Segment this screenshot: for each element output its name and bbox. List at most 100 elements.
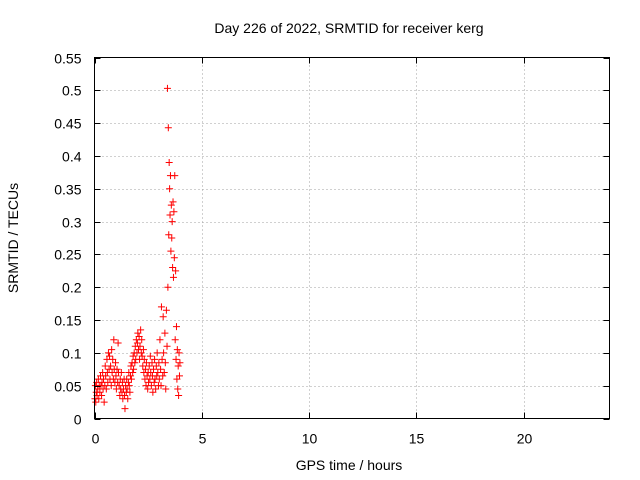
data-point [166, 211, 174, 219]
data-point [175, 349, 183, 357]
data-point [92, 398, 100, 406]
data-point [174, 362, 182, 370]
data-point [96, 388, 104, 396]
x-tick-label: 0 [92, 431, 100, 447]
data-point [167, 201, 175, 209]
data-point [112, 359, 120, 367]
data-point [155, 375, 163, 383]
data-point [173, 346, 181, 354]
data-point [130, 365, 138, 373]
y-tick-label: 0.45 [54, 116, 81, 132]
data-point [102, 385, 110, 393]
data-point [171, 172, 179, 180]
data-point [146, 352, 154, 360]
data-point [163, 84, 171, 92]
data-point [114, 339, 122, 347]
data-point [121, 405, 129, 413]
data-point [121, 392, 129, 400]
data-point [157, 382, 165, 390]
y-tick-label: 0.15 [54, 313, 81, 329]
data-point [158, 355, 166, 363]
data-point [161, 359, 169, 367]
data-point [170, 208, 178, 216]
data-point [163, 342, 171, 350]
data-point [162, 306, 170, 314]
y-tick-label: 0.4 [62, 149, 82, 165]
data-point [137, 326, 145, 334]
data-point [165, 231, 173, 239]
data-point [175, 372, 183, 380]
data-point [169, 264, 177, 272]
data-point [113, 365, 121, 373]
y-tick-label: 0.05 [54, 379, 81, 395]
data-point [169, 198, 177, 206]
data-point [164, 124, 172, 132]
x-tick-label: 10 [302, 431, 318, 447]
data-point [124, 395, 132, 403]
y-tick-label: 0.25 [54, 247, 81, 263]
data-point [168, 234, 176, 242]
data-point [127, 375, 135, 383]
data-point [115, 382, 123, 390]
y-tick-label: 0.55 [54, 51, 81, 67]
data-point [117, 369, 125, 377]
data-point [100, 398, 108, 406]
data-point [151, 355, 159, 363]
data-point [106, 352, 114, 360]
data-point [104, 349, 112, 357]
y-tick-label: 0.1 [62, 346, 82, 362]
data-point [176, 359, 184, 367]
data-point [110, 336, 118, 344]
data-point [167, 247, 175, 255]
data-point [157, 365, 165, 373]
data-point [107, 362, 115, 370]
data-point [166, 185, 174, 193]
data-point [153, 349, 161, 357]
y-tick-label: 0.2 [62, 280, 82, 296]
data-point [98, 392, 106, 400]
y-axis-label: SRMTID / TECUs [5, 183, 21, 293]
y-tick-label: 0.35 [54, 182, 81, 198]
data-point [165, 159, 173, 167]
data-point [169, 273, 177, 281]
data-point [126, 388, 134, 396]
data-point [157, 303, 165, 311]
data-point [172, 323, 180, 331]
x-tick-label: 20 [517, 431, 533, 447]
y-tick-label: 0 [74, 412, 82, 428]
x-axis-label: GPS time / hours [296, 457, 403, 473]
data-point [162, 385, 170, 393]
grid-layer [94, 57, 610, 419]
data-point [101, 382, 109, 390]
data-point [102, 372, 110, 380]
data-point [108, 346, 116, 354]
data-point [172, 267, 180, 275]
data-point [175, 392, 183, 400]
data-point [136, 342, 144, 350]
y-tick-label: 0.3 [62, 215, 82, 231]
data-point [129, 369, 137, 377]
data-point [144, 385, 152, 393]
ticks-layer: 0 0.05 0.1 0.15 0.2 0.25 0.3 0.35 0.4 0.45 0.5 0.55… [54, 51, 610, 447]
data-point [168, 218, 176, 226]
data-point [139, 346, 147, 354]
chart-title: Day 226 of 2022, SRMTID for receiver ker… [214, 20, 483, 36]
data-point [150, 378, 158, 386]
y-tick-label: 0.5 [62, 83, 82, 99]
x-tick-label: 5 [199, 431, 207, 447]
data-point [125, 382, 133, 390]
data-point [155, 359, 163, 367]
points-layer [91, 84, 184, 413]
data-point [159, 372, 167, 380]
data-point [107, 382, 115, 390]
data-point [131, 359, 139, 367]
data-point [118, 378, 126, 386]
data-point [172, 355, 180, 363]
data-point [159, 313, 167, 321]
plot-frame [94, 57, 610, 419]
data-point [164, 283, 172, 291]
data-point [170, 254, 178, 262]
data-point [174, 385, 182, 393]
x-tick-label: 15 [409, 431, 425, 447]
